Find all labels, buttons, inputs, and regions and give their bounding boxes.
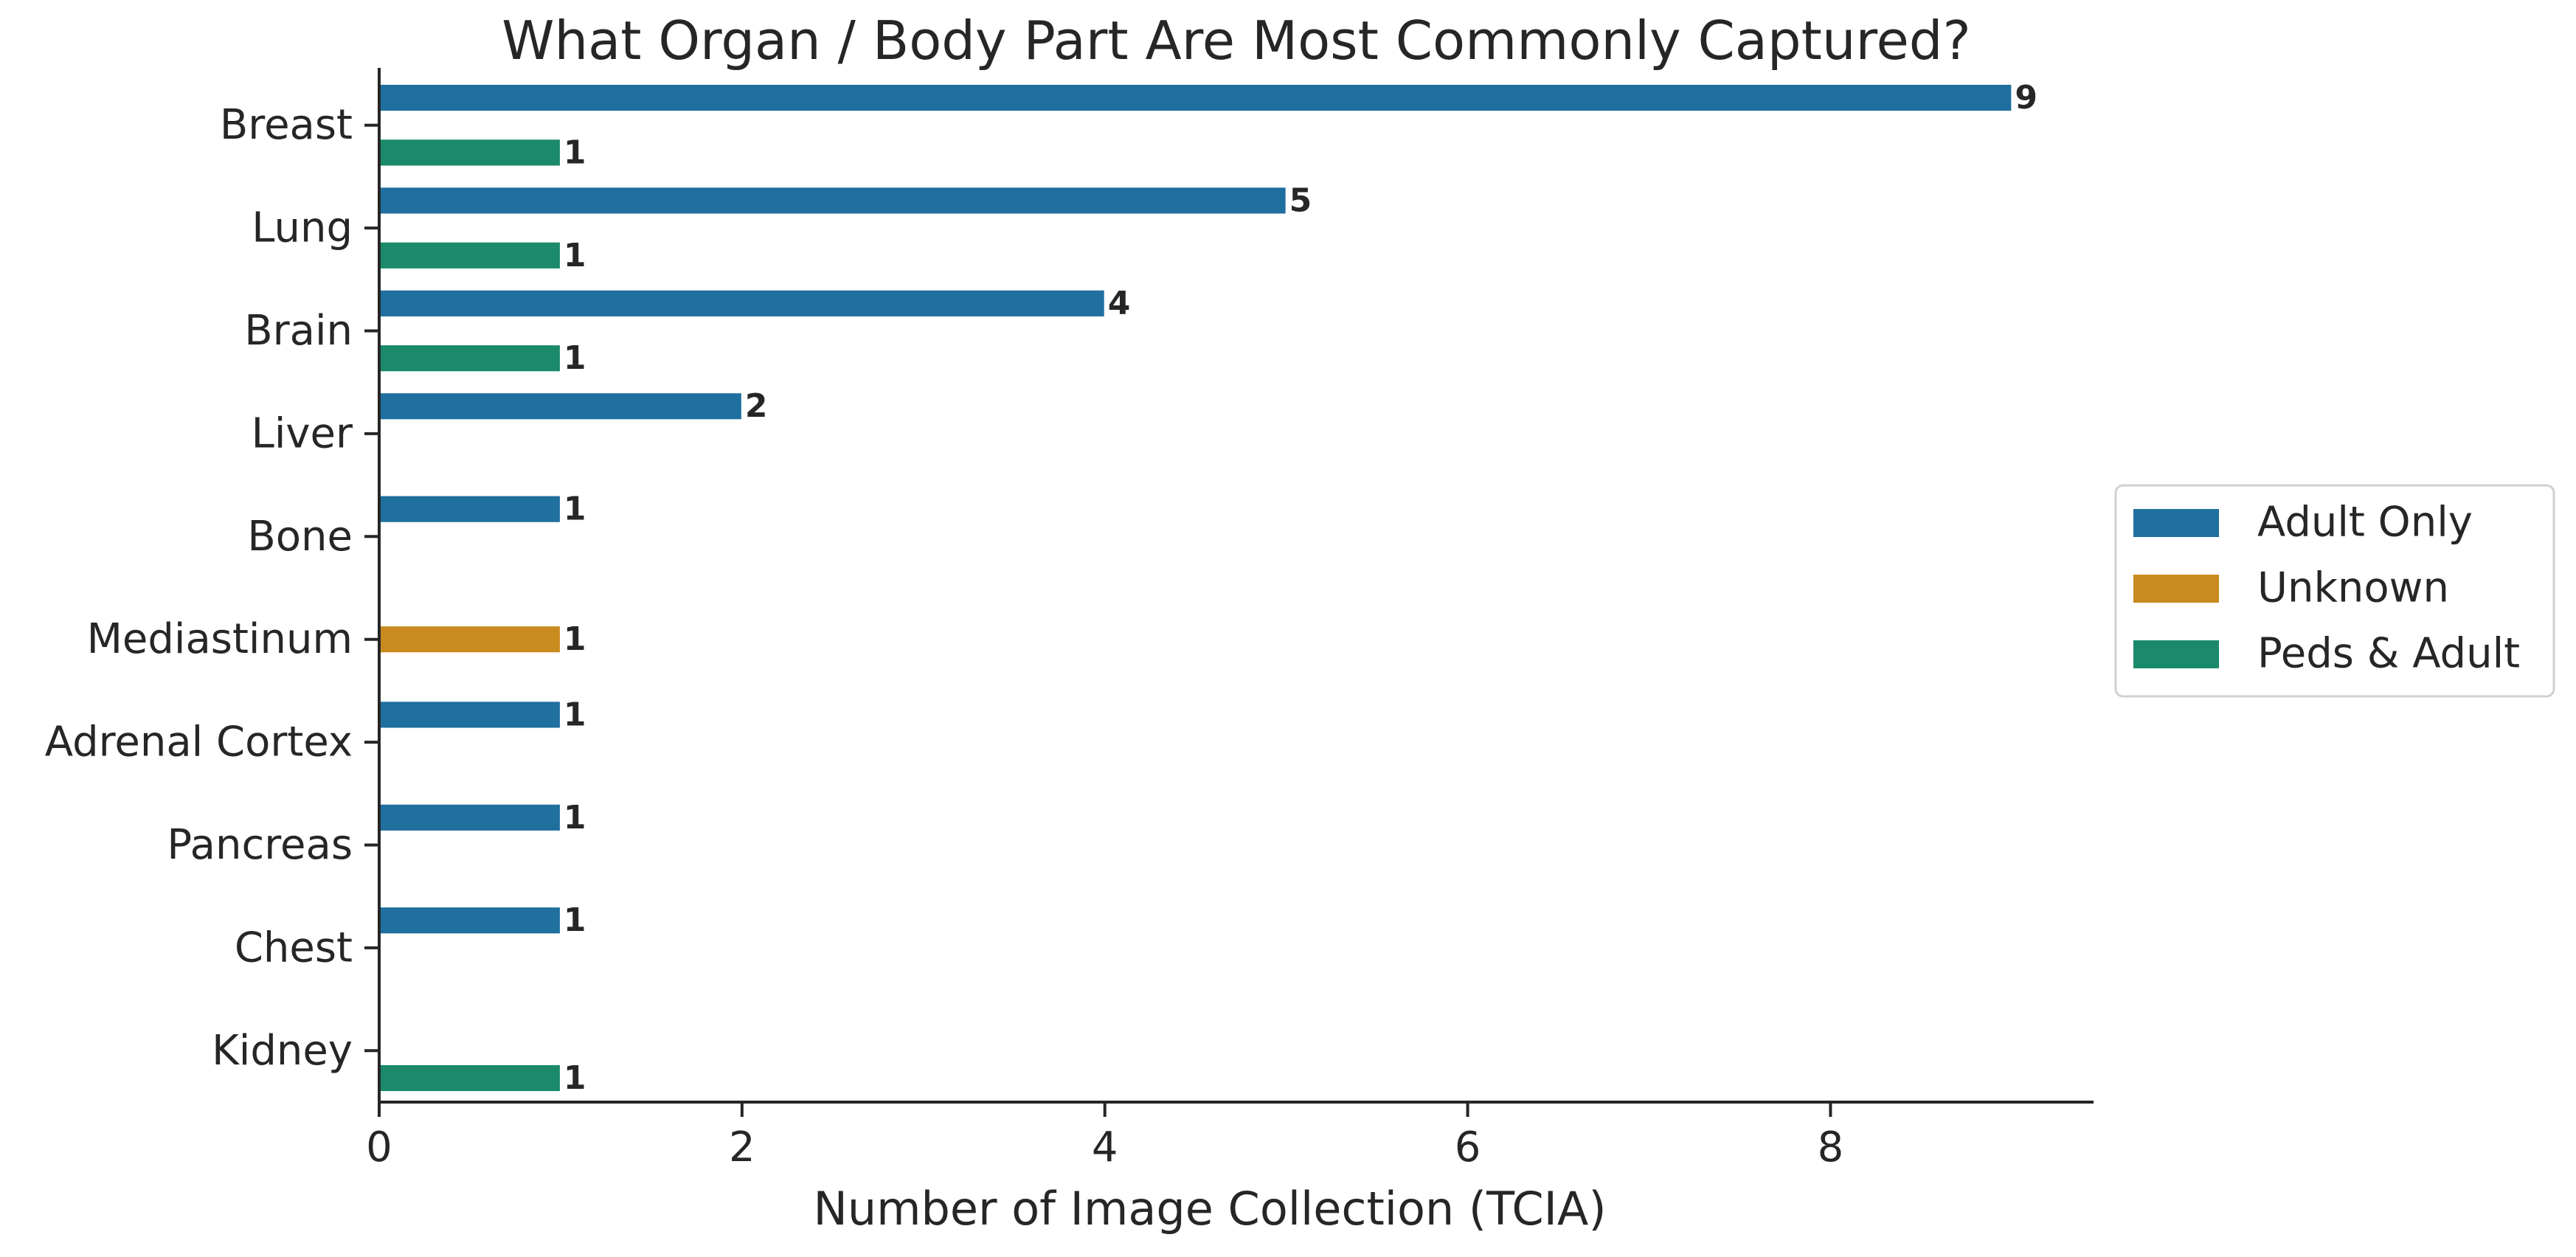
bar-peds-adult-breast: [378, 138, 561, 167]
bars-layer: [378, 83, 2013, 1093]
bar-adult-only-breast: [378, 83, 2013, 113]
x-tick-label: 0: [366, 1123, 392, 1171]
bar-peds-adult-brain: [378, 344, 561, 373]
data-label: 1: [564, 620, 586, 658]
bar-adult-only-adrenal-cortex: [378, 700, 561, 730]
bar-unknown-mediastinum: [378, 625, 561, 654]
data-label: 1: [564, 134, 586, 171]
x-tick-label: 4: [1092, 1123, 1118, 1171]
bar-peds-adult-lung: [378, 240, 561, 270]
y-tick-label: Mediastinum: [87, 615, 353, 663]
bar-adult-only-pancreas: [378, 803, 561, 832]
x-tick-label: 6: [1455, 1123, 1481, 1171]
data-label: 1: [564, 901, 586, 939]
data-labels-layer: 9 1 5 1 4 1 2 1 1 1 1 1 1: [564, 79, 2037, 1097]
y-tick-label: Adrenal Cortex: [45, 718, 353, 766]
y-tick-label: Breast: [220, 101, 353, 149]
y-tick-label: Chest: [235, 924, 353, 972]
y-tick-label: Lung: [252, 204, 353, 252]
data-label: 2: [745, 387, 768, 425]
y-tick-label: Bone: [247, 513, 353, 561]
x-axis: 0 2 4 6 8: [366, 1101, 2094, 1171]
bar-adult-only-lung: [378, 186, 1287, 215]
data-label: 1: [564, 491, 586, 528]
bar-peds-adult-kidney: [378, 1063, 561, 1093]
data-label: 1: [564, 799, 586, 837]
legend-frame: [2114, 484, 2555, 698]
bar-adult-only-brain: [378, 288, 1106, 318]
x-tick-label: 2: [729, 1123, 755, 1171]
legend: Adult Only Unknown Peds & Adult: [2114, 484, 2555, 698]
bar-adult-only-bone: [378, 494, 561, 524]
legend-swatch: [2133, 575, 2219, 603]
data-label: 1: [564, 696, 586, 733]
data-label: 9: [2015, 79, 2037, 117]
legend-entry: Unknown: [2257, 564, 2449, 612]
y-tick-label: Liver: [252, 409, 353, 457]
y-tick-label: Kidney: [212, 1027, 353, 1075]
legend-swatch: [2133, 640, 2219, 668]
data-label: 1: [564, 1059, 586, 1097]
x-axis-label: Number of Image Collection (TCIA): [813, 1182, 1606, 1236]
data-label: 5: [1289, 181, 1312, 219]
legend-entry: Peds & Adult: [2257, 630, 2520, 678]
legend-swatch: [2133, 509, 2219, 537]
x-tick-label: 8: [1818, 1123, 1844, 1171]
bar-adult-only-liver: [378, 392, 743, 421]
data-label: 1: [564, 339, 586, 377]
y-axis: Breast Lung Brain Liver Bone Mediastinum Adren…: [45, 68, 381, 1104]
y-tick-label: Pancreas: [167, 821, 353, 869]
data-label: 4: [1108, 285, 1131, 322]
y-tick-label: Brain: [244, 307, 353, 355]
legend-entry: Adult Only: [2257, 499, 2473, 547]
data-label: 1: [564, 237, 586, 274]
chart-title: What Organ / Body Part Are Most Commonly…: [502, 10, 1970, 72]
bar-adult-only-chest: [378, 906, 561, 935]
